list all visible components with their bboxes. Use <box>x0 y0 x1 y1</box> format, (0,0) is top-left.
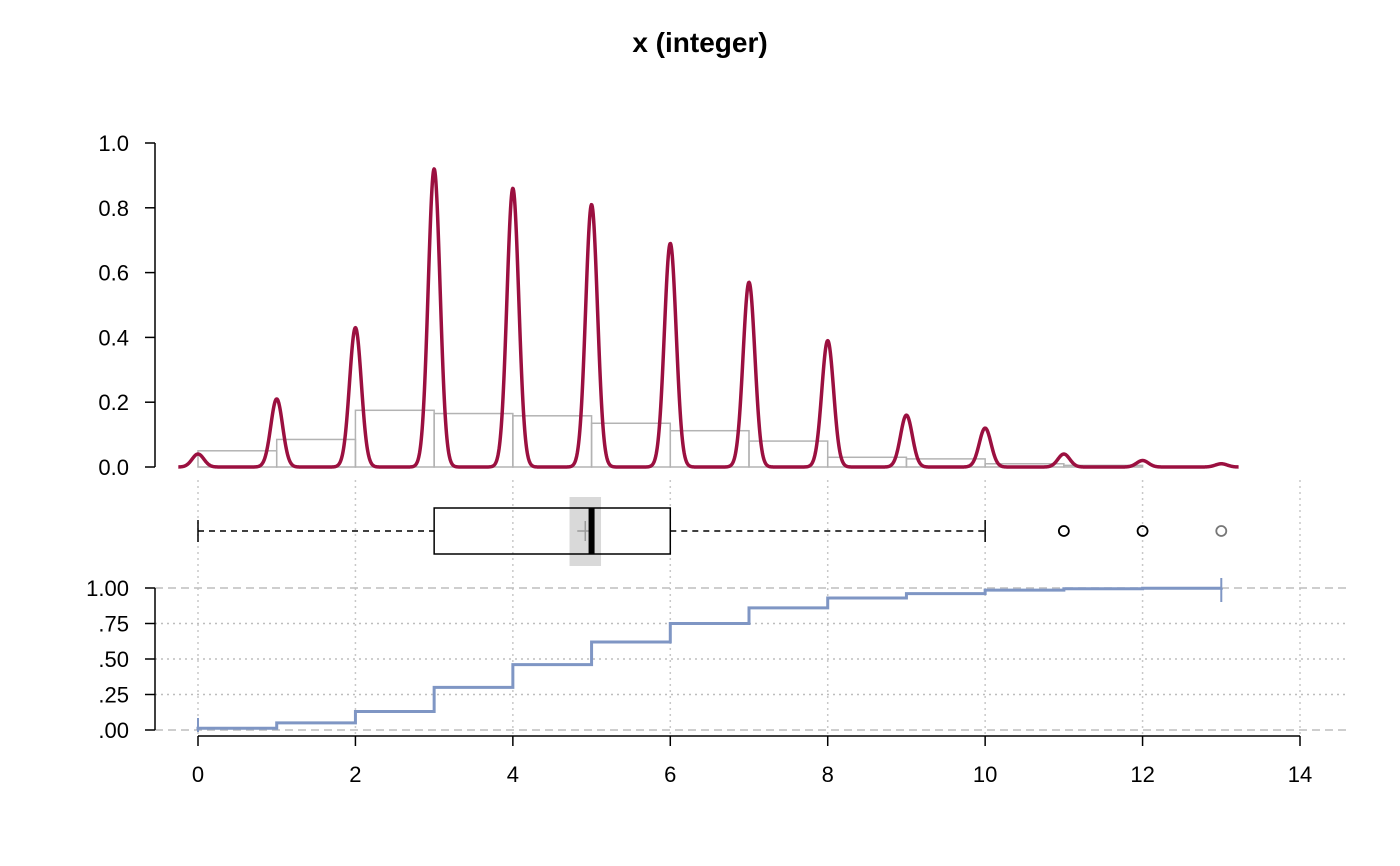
density-y-tick-label: 0.4 <box>98 325 129 350</box>
x-axis: 0 2 4 6 8 10 12 14 <box>192 735 1312 787</box>
chart-title: x (integer) <box>632 27 767 58</box>
density-y-tick-label: 0.8 <box>98 196 129 221</box>
histogram-bars <box>197 409 1144 468</box>
x-tick-label: 6 <box>664 762 676 787</box>
x-tick-label: 2 <box>349 762 361 787</box>
ecdf-step-line <box>196 586 1223 730</box>
outlier-point <box>1057 525 1070 537</box>
ecdf-y-tick-label: .75 <box>98 612 129 637</box>
x-tick-label: 4 <box>507 762 519 787</box>
ecdf-y-axis: .00 .25 .50 .75 1.00 <box>86 576 156 743</box>
boxplot-panel <box>197 497 1228 566</box>
density-y-tick-label: 0.0 <box>98 455 129 480</box>
outlier-point <box>1215 525 1228 537</box>
density-line <box>177 167 1240 469</box>
density-panel: 0.0 0.2 0.4 0.6 0.8 1.0 <box>98 131 1240 480</box>
density-y-axis: 0.0 0.2 0.4 0.6 0.8 1.0 <box>98 131 156 480</box>
density-y-tick-label: 1.0 <box>98 131 129 156</box>
density-y-tick-label: 0.2 <box>98 390 129 415</box>
outlier-point <box>1136 525 1149 537</box>
x-tick-label: 12 <box>1130 762 1154 787</box>
x-tick-label: 0 <box>192 762 204 787</box>
ecdf-y-tick-label: .25 <box>98 683 129 708</box>
iqr-box <box>433 507 672 555</box>
x-tick-label: 10 <box>973 762 997 787</box>
ecdf-y-tick-label: .50 <box>98 647 129 672</box>
x-tick-label: 8 <box>822 762 834 787</box>
ecdf-y-tick-label: .00 <box>98 718 129 743</box>
ecdf-y-tick-label: 1.00 <box>86 576 129 601</box>
ecdf-panel: .00 .25 .50 .75 1.00 <box>86 576 1348 743</box>
x-tick-label: 14 <box>1288 762 1312 787</box>
density-y-tick-label: 0.6 <box>98 261 129 286</box>
